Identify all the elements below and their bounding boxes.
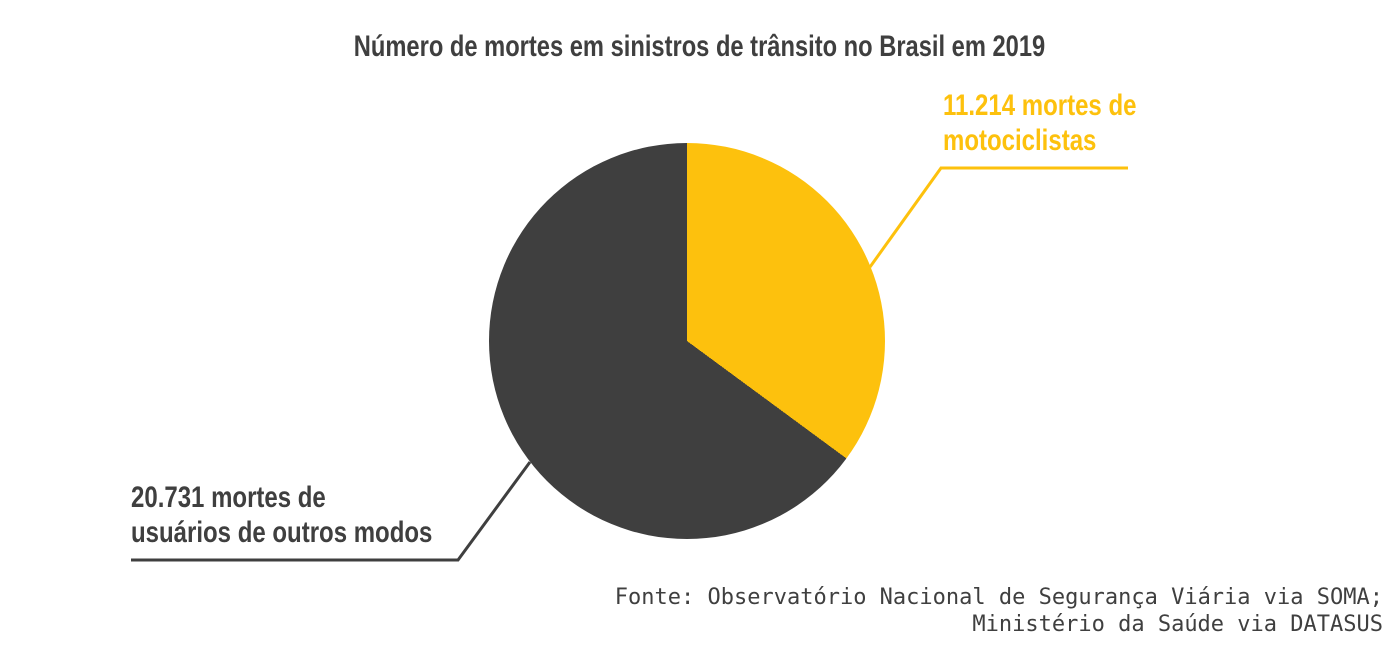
callout-motorcyclists-line1: 11.214 mortes de xyxy=(943,89,1137,122)
callout-others: 20.731 mortes de usuários de outros modo… xyxy=(131,480,432,550)
callout-motorcyclists: 11.214 mortes de motociclistas xyxy=(943,88,1136,158)
chart-title: Número de mortes em sinistros de trânsit… xyxy=(353,30,1046,63)
callout-motorcyclists-line2: motociclistas xyxy=(943,124,1097,157)
callout-others-line2: usuários de outros modos xyxy=(131,516,433,549)
callout-others-line1: 20.731 mortes de xyxy=(131,481,326,514)
leader-line-motorcyclists xyxy=(868,166,1128,268)
source-note-line2: Ministério da Saúde via DATASUS xyxy=(972,612,1383,637)
source-note: Fonte: Observatório Nacional de Seguranç… xyxy=(615,584,1383,638)
source-note-line1: Fonte: Observatório Nacional de Seguranç… xyxy=(614,585,1383,610)
pie-chart xyxy=(489,143,885,539)
